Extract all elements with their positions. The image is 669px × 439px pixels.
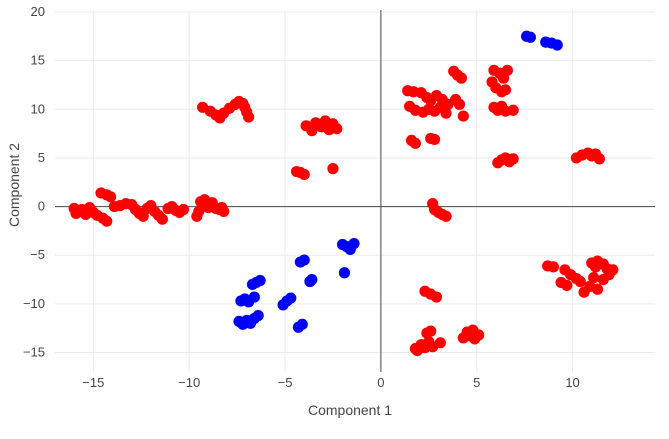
x-tick-label: −5 [278,375,293,390]
data-point [409,343,421,355]
x-tick-label: 10 [565,375,579,390]
data-point [524,31,536,43]
data-point [507,153,519,165]
data-point [499,84,512,96]
y-tick-label: 20 [31,4,45,19]
data-point [285,292,297,304]
data-point [193,205,205,218]
data-points [68,30,619,357]
data-point [156,213,168,225]
data-point [296,318,308,330]
data-point [593,153,606,165]
data-point [218,205,230,218]
y-tick-label: 10 [31,101,45,116]
data-point [104,191,117,203]
y-tick-label: −15 [23,345,45,360]
data-point [597,273,609,286]
x-tick-label: 5 [473,375,480,390]
data-point [248,291,260,303]
data-point [252,309,264,322]
data-point [440,107,452,119]
x-axis-title: Component 1 [308,402,392,418]
data-point [574,275,586,288]
data-point [547,261,560,273]
data-point [428,133,441,146]
tick-labels: −15 −10 −5 0 5 10 −15 −10 −5 0 5 10 15 20 [23,4,580,390]
data-point [501,64,513,76]
data-point [430,291,443,303]
x-tick-label: −15 [82,375,104,390]
data-point [589,261,602,273]
x-tick-label: 0 [377,375,384,390]
y-tick-label: 0 [38,199,45,214]
data-point [243,111,255,123]
data-point [327,163,339,175]
data-point [453,98,466,110]
y-axis-title: Component 2 [6,143,22,227]
data-point [338,267,351,279]
data-point [331,123,343,135]
data-point [298,168,310,181]
data-point [467,324,479,336]
data-point [588,272,600,284]
data-point [348,237,360,250]
data-point [507,104,519,116]
data-point [455,72,467,84]
data-point [101,215,113,227]
data-point [425,325,437,337]
data-point [409,137,421,149]
data-point [177,203,190,216]
y-tick-label: −5 [30,247,45,262]
y-tick-label: 5 [38,150,45,165]
data-point [306,273,318,286]
data-point [254,274,266,287]
data-point [434,337,446,349]
y-tick-label: 15 [31,53,45,68]
y-tick-label: −10 [23,296,45,311]
data-point [457,110,469,122]
data-point [561,279,573,291]
data-point [440,210,452,222]
grid-layer [55,10,655,372]
data-point [298,254,310,266]
data-point [551,39,563,51]
x-tick-label: −10 [178,375,200,390]
data-point [591,283,604,295]
